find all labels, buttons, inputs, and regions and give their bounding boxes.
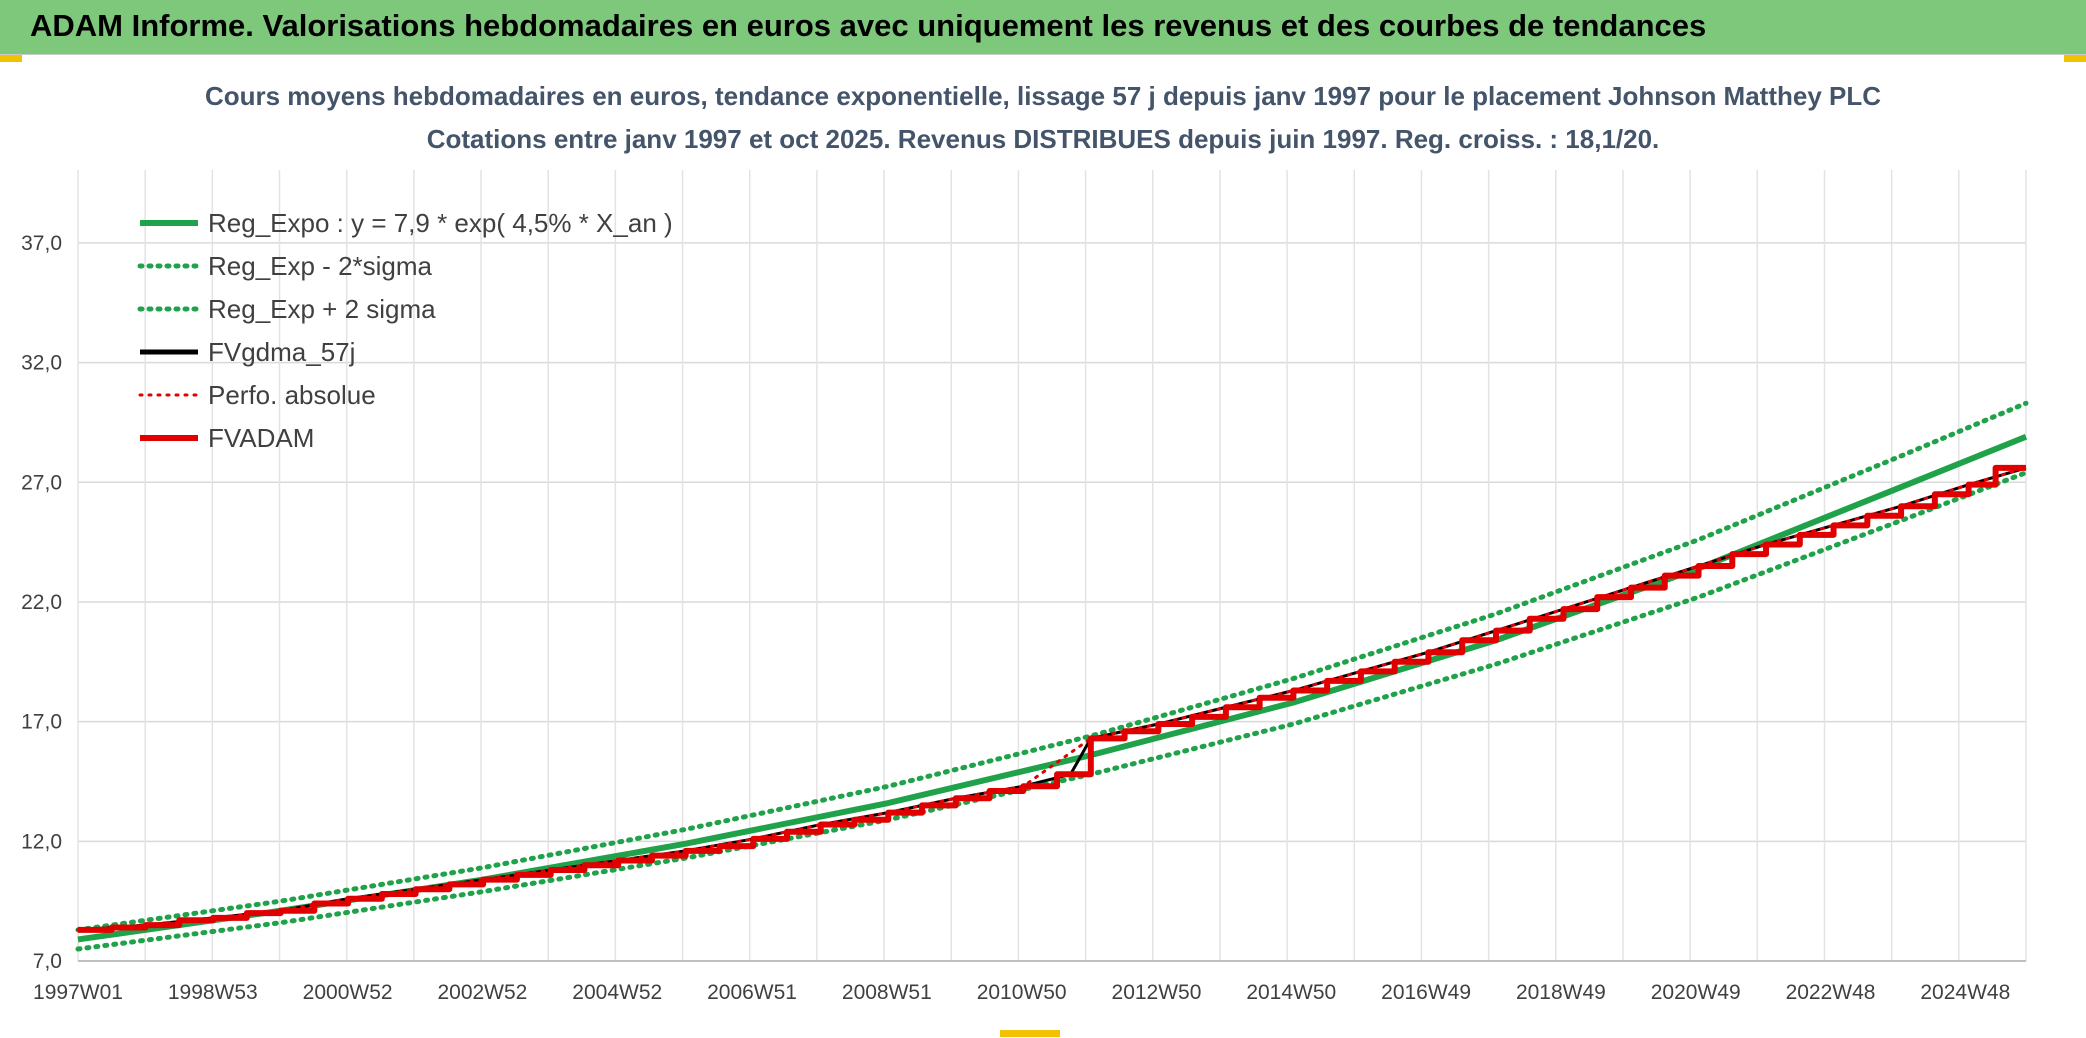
y-tick-label: 17,0	[21, 711, 62, 734]
y-tick-label: 12,0	[21, 830, 62, 853]
y-tick-label: 7,0	[33, 950, 62, 973]
series-line-5	[78, 464, 2026, 933]
series-line-2	[75, 400, 2029, 933]
x-tick-label: 2018W49	[1516, 981, 1606, 1004]
legend-label: Perfo. absolue	[208, 380, 376, 410]
y-tick-label: 37,0	[21, 232, 62, 255]
gridlines	[77, 170, 2027, 962]
x-tick-label: 2002W52	[437, 981, 527, 1004]
x-tick-label: 2006W51	[707, 981, 797, 1004]
series-line-4	[76, 466, 2028, 932]
legend-label: FVADAM	[208, 423, 314, 453]
legend-label: Reg_Exp - 2*sigma	[208, 251, 433, 281]
x-tick-label: 2004W52	[572, 981, 662, 1004]
x-tick-label: 2016W49	[1381, 981, 1471, 1004]
x-tick-label: 2008W51	[842, 981, 932, 1004]
series-line-0	[77, 433, 2028, 943]
corner-marker-top-right	[2064, 54, 2086, 62]
legend-label: FVgdma_57j	[208, 337, 355, 367]
x-tick-label: 2024W48	[1920, 981, 2010, 1004]
x-tick-label: 1998W53	[168, 981, 258, 1004]
x-tick-label: 2020W49	[1651, 981, 1741, 1004]
chart: Cours moyens hebdomadaires en euros, ten…	[21, 81, 2029, 1004]
report-title: ADAM Informe. Valorisations hebdomadaire…	[30, 8, 1707, 43]
series-line-1	[75, 470, 2029, 952]
legend: Reg_Expo : y = 7,9 * exp( 4,5% * X_an ) R…	[137, 208, 673, 453]
chart-title-line-2: Cotations entre janv 1997 et oct 2025. R…	[427, 124, 1660, 154]
x-axis-ticks: 1997W01 1998W53 2000W52 2002W52 2004W52 2006W…	[33, 981, 2010, 1004]
x-tick-label: 2014W50	[1246, 981, 1336, 1004]
x-tick-label: 1997W01	[33, 981, 123, 1004]
y-tick-label: 32,0	[21, 352, 62, 375]
x-tick-label: 2022W48	[1786, 981, 1876, 1004]
y-tick-label: 22,0	[21, 591, 62, 614]
report-banner: ADAM Informe. Valorisations hebdomadaire…	[0, 0, 2086, 54]
corner-marker-bottom	[1000, 1030, 1060, 1037]
series	[75, 400, 2029, 952]
y-tick-label: 27,0	[21, 471, 62, 494]
corner-marker-top-left	[0, 54, 22, 62]
chart-title: Cours moyens hebdomadaires en euros, ten…	[205, 81, 1881, 154]
y-axis-ticks: 7,0 12,0 17,0 22,0 27,0 32,0 37,0	[21, 232, 62, 973]
series-line-3	[77, 466, 2027, 932]
x-tick-label: 2000W52	[303, 981, 393, 1004]
x-tick-label: 2012W50	[1112, 981, 1202, 1004]
chart-frame: Cours moyens hebdomadaires en euros, ten…	[0, 54, 2086, 1037]
legend-label: Reg_Expo : y = 7,9 * exp( 4,5% * X_an )	[208, 208, 673, 238]
chart-title-line-1: Cours moyens hebdomadaires en euros, ten…	[205, 81, 1881, 111]
legend-label: Reg_Exp + 2 sigma	[208, 294, 436, 324]
x-tick-label: 2010W50	[977, 981, 1067, 1004]
